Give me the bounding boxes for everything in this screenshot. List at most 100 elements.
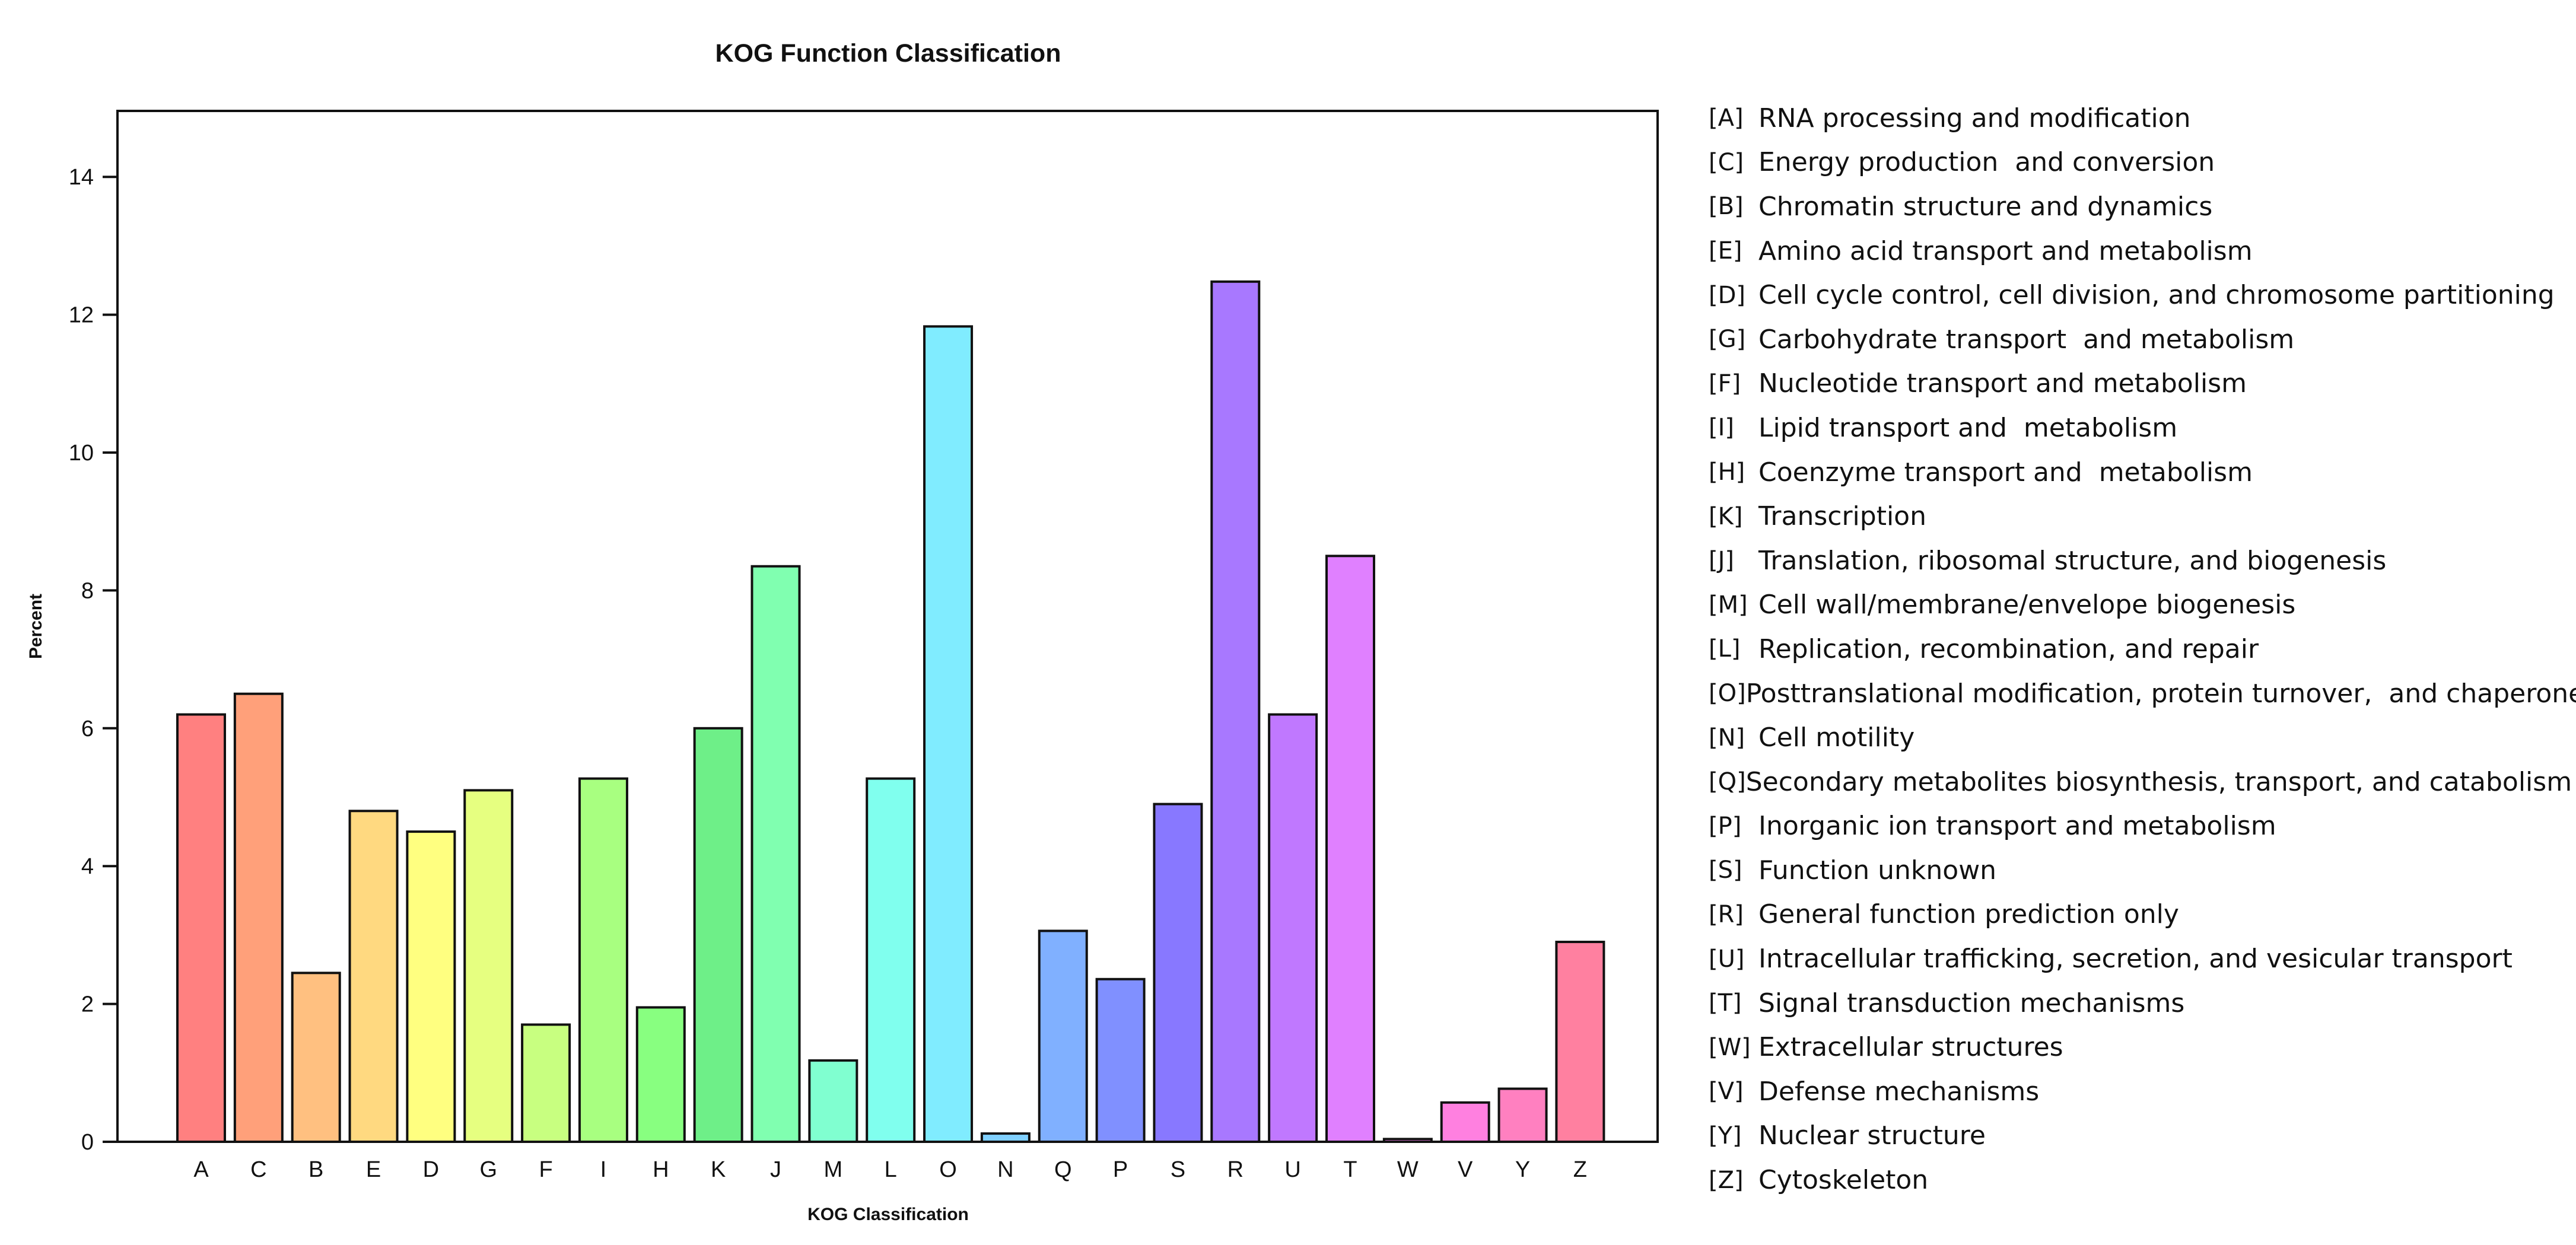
bar-E [348,810,399,1143]
legend-code: [A] [1709,104,1744,132]
legend-code: [E] [1709,237,1742,265]
x-tick-label-Q: Q [1054,1157,1072,1182]
legend-code: [I] [1709,414,1735,442]
bar-O [923,325,974,1143]
x-tick-label-A: A [193,1157,209,1182]
bar-U [1268,713,1318,1144]
legend-code: [K] [1709,502,1743,530]
bar-S [1153,803,1203,1143]
x-tick-label-V: V [1458,1157,1473,1182]
x-tick-label-D: D [423,1157,439,1182]
legend-item: [T] Signal transduction mechanisms [1709,981,2569,1026]
legend-code: [V] [1709,1078,1744,1106]
legend-item: [H] Coenzyme transport and metabolism [1709,450,2569,495]
legend: [A] RNA processing and modification [C] Ene… [1709,96,2576,1202]
legend-label: Replication, recombination, and repair [1758,633,2259,664]
bar-G [463,789,514,1143]
legend-item: [M] Cell wall/membrane/envelope biogenesi… [1709,583,2569,628]
legend-label: Cytoskeleton [1758,1165,1929,1196]
legend-label: Carbohydrate transport and metabolism [1758,324,2295,355]
x-tick-label-P: P [1113,1157,1128,1182]
legend-item: [V] Defense mechanisms [1709,1069,2569,1114]
legend-label: Defense mechanisms [1758,1076,2040,1107]
bar-P [1095,977,1146,1143]
bar-N [980,1132,1031,1144]
legend-label: Chromatin structure and dynamics [1758,191,2213,222]
bar-A [176,713,226,1144]
legend-item: [G] Carbohydrate transport and metabolism [1709,317,2569,362]
bar-V [1440,1101,1490,1143]
x-tick-label-I: I [600,1157,607,1182]
legend-code: [Y] [1709,1122,1742,1150]
legend-item: [W] Extracellular structures [1709,1025,2569,1069]
legend-item: [L] Replication, recombination, and repai… [1709,627,2569,671]
bar-R [1210,280,1261,1144]
bar-Q [1038,929,1088,1143]
legend-code: [W] [1709,1033,1751,1061]
legend-item: [A] RNA processing and modification [1709,96,2569,141]
legend-label: Nucleotide transport and metabolism [1758,368,2247,399]
legend-label: Function unknown [1758,855,1997,886]
y-tick-label: 4 [81,854,94,879]
legend-code: [U] [1709,945,1745,973]
legend-code: [P] [1709,812,1742,840]
legend-item: [U] Intracellular trafficking, secretion,… [1709,937,2569,981]
bar-C [233,692,284,1143]
legend-item: [K] Transcription [1709,494,2569,539]
legend-item: [Z] Cytoskeleton [1709,1158,2569,1202]
y-tick-label: 12 [69,303,94,328]
legend-label: Nuclear structure [1758,1120,1986,1151]
legend-label: Energy production and conversion [1758,147,2215,178]
bar-Z [1555,941,1605,1144]
x-tick-label-K: K [711,1157,726,1182]
legend-item: [Q] Secondary metabolites biosynthesis, t… [1709,760,2572,804]
legend-item: [O] Posttranslational modification, prote… [1709,671,2576,716]
x-tick-label-E: E [366,1157,381,1182]
legend-code: [D] [1709,281,1746,309]
legend-label: Lipid transport and metabolism [1758,412,2178,443]
bar-K [693,727,743,1144]
legend-code: [H] [1709,458,1745,486]
bar-Y [1497,1087,1548,1143]
legend-label: Secondary metabolites biosynthesis, tran… [1745,766,2572,797]
legend-item: [P] Inorganic ion transport and metabolis… [1709,804,2569,849]
legend-item: [Y] Nuclear structure [1709,1114,2569,1158]
legend-code: [S] [1709,856,1742,884]
x-tick-label-N: N [997,1157,1013,1182]
legend-code: [L] [1709,635,1741,663]
bar-M [808,1059,858,1144]
x-tick-label-U: U [1284,1157,1300,1182]
x-tick-label-G: G [479,1157,497,1182]
bar-H [635,1006,686,1144]
legend-code: [B] [1709,193,1744,221]
x-tick-label-Z: Z [1573,1157,1587,1182]
legend-label: Transcription [1758,501,1926,532]
legend-item: [I] Lipid transport and metabolism [1709,406,2569,450]
legend-code: [C] [1709,148,1744,176]
legend-label: Inorganic ion transport and metabolism [1758,811,2276,842]
legend-item: [D] Cell cycle control, cell division, an… [1709,273,2569,317]
legend-item: [S] Function unknown [1709,848,2569,893]
legend-code: [G] [1709,326,1746,354]
legend-item: [R] General function prediction only [1709,893,2569,937]
legend-code: [F] [1709,370,1741,397]
x-tick-label-H: H [653,1157,669,1182]
y-tick-label: 14 [69,165,94,190]
x-tick-label-M: M [824,1157,843,1182]
legend-label: Amino acid transport and metabolism [1758,235,2253,266]
legend-label: Cell wall/membrane/envelope biogenesis [1758,590,2296,620]
y-tick-label: 8 [81,578,94,603]
x-tick-label-T: T [1343,1157,1357,1182]
legend-label: Cell motility [1758,722,1915,753]
y-tick-label: 0 [81,1130,94,1155]
legend-item: [B] Chromatin structure and dynamics [1709,184,2569,229]
legend-item: [N] Cell motility [1709,715,2569,760]
x-tick-label-C: C [250,1157,266,1182]
legend-code: [J] [1709,547,1735,575]
x-tick-label-R: R [1227,1157,1244,1182]
bar-T [1325,555,1375,1143]
bar-B [291,972,341,1144]
bar-D [406,830,456,1143]
